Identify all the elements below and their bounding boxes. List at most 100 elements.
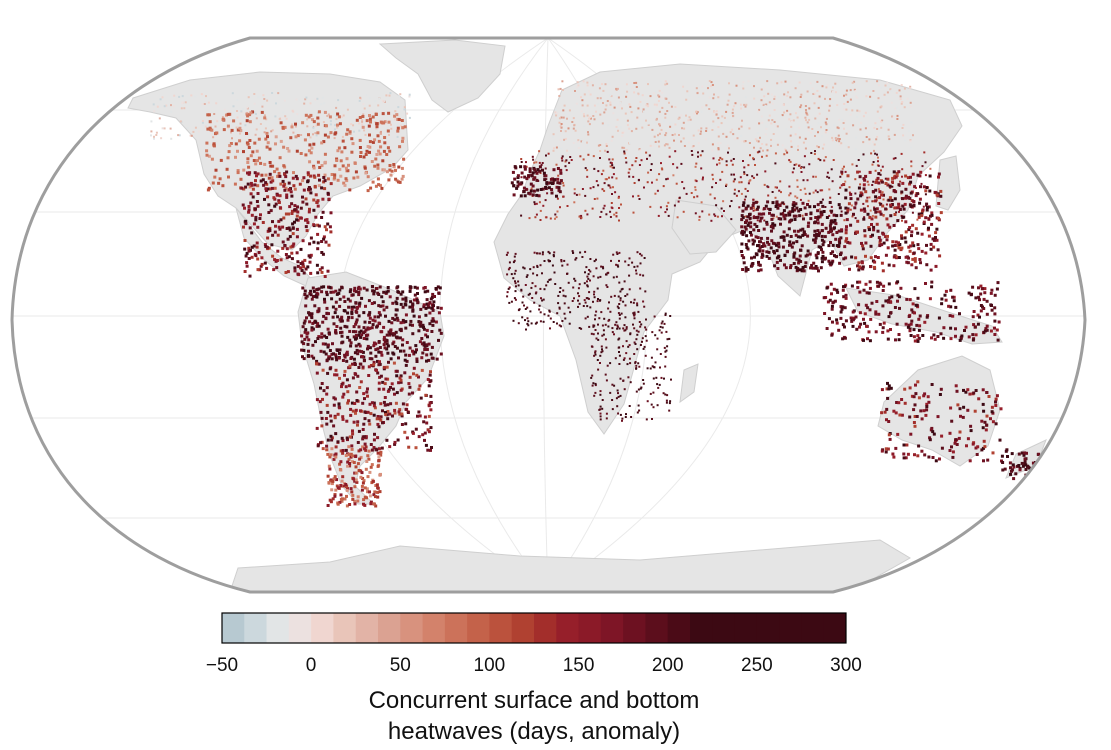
heatwave-cell bbox=[560, 260, 563, 263]
heatwave-cell bbox=[229, 120, 232, 123]
heatwave-cell bbox=[344, 166, 348, 170]
heatwave-cell bbox=[886, 300, 890, 304]
heatwave-cell bbox=[817, 269, 820, 273]
heatwave-cell bbox=[599, 390, 602, 393]
heatwave-cell bbox=[821, 204, 825, 208]
heatwave-cell bbox=[418, 414, 422, 418]
heatwave-cell bbox=[804, 212, 808, 216]
heatwave-cell bbox=[814, 189, 817, 192]
landmass-africa-eurasia bbox=[493, 63, 963, 435]
heatwave-cell bbox=[583, 299, 586, 302]
heatwave-cell bbox=[578, 295, 581, 298]
heatwave-cell bbox=[263, 162, 267, 166]
heatwave-cell bbox=[912, 244, 916, 248]
heatwave-cell bbox=[883, 410, 887, 414]
heatwave-cell bbox=[864, 241, 868, 245]
heatwave-cell bbox=[295, 235, 299, 239]
heatwave-cell bbox=[368, 316, 372, 320]
heatwave-cell bbox=[858, 170, 861, 173]
heatwave-cell bbox=[911, 172, 915, 176]
heatwave-cell bbox=[565, 169, 568, 172]
heatwave-cell bbox=[351, 409, 355, 413]
heatwave-cell bbox=[700, 201, 703, 204]
heatwave-cell bbox=[343, 183, 347, 187]
heatwave-cell bbox=[338, 111, 341, 114]
heatwave-cell bbox=[1046, 472, 1050, 476]
heatwave-cell bbox=[295, 98, 298, 101]
heatwave-cell bbox=[588, 325, 591, 328]
heatwave-cell bbox=[555, 216, 558, 219]
heatwave-cell bbox=[414, 446, 418, 450]
heatwave-cell bbox=[316, 131, 320, 135]
heatwave-cell bbox=[386, 344, 390, 348]
heatwave-cell bbox=[805, 119, 807, 122]
heatwave-cell bbox=[970, 292, 973, 296]
heatwave-cell bbox=[242, 150, 245, 154]
heatwave-cell bbox=[739, 103, 742, 106]
heatwave-cell bbox=[882, 232, 886, 236]
heatwave-cell bbox=[329, 230, 333, 234]
heatwave-cell bbox=[536, 266, 539, 268]
heatwave-cell bbox=[892, 116, 895, 119]
heatwave-cell bbox=[349, 288, 353, 292]
heatwave-cell bbox=[618, 259, 620, 262]
heatwave-cell bbox=[962, 388, 965, 392]
heatwave-cell bbox=[358, 386, 362, 389]
heatwave-cell bbox=[681, 181, 684, 183]
heatwave-cell bbox=[214, 125, 217, 128]
heatwave-cell bbox=[316, 322, 320, 326]
heatwave-cell bbox=[538, 169, 542, 173]
heatwave-cell bbox=[793, 218, 797, 221]
heatwave-cell bbox=[765, 143, 768, 146]
heatwave-cell bbox=[204, 125, 207, 128]
heatwave-cell bbox=[605, 412, 608, 415]
heatwave-cell bbox=[876, 210, 879, 213]
heatwave-cell bbox=[638, 365, 641, 368]
heatwave-cell bbox=[234, 142, 238, 146]
heatwave-cell bbox=[430, 319, 434, 323]
heatwave-cell bbox=[919, 170, 923, 174]
heatwave-cell bbox=[829, 196, 832, 199]
heatwave-cell bbox=[670, 378, 672, 381]
heatwave-cell bbox=[560, 126, 563, 129]
heatwave-cell bbox=[368, 346, 372, 350]
heatwave-cell bbox=[979, 284, 983, 288]
heatwave-cell bbox=[372, 360, 376, 364]
heatwave-cell bbox=[370, 463, 374, 467]
heatwave-cell bbox=[806, 121, 809, 124]
heatwave-cell bbox=[206, 127, 210, 131]
heatwave-cell bbox=[868, 308, 872, 312]
heatwave-cell bbox=[711, 149, 714, 152]
heatwave-cell bbox=[367, 365, 371, 369]
heatwave-cell bbox=[832, 159, 835, 161]
heatwave-cell bbox=[752, 201, 756, 205]
heatwave-cell bbox=[621, 135, 624, 137]
heatwave-cell bbox=[369, 351, 373, 355]
heatwave-cell bbox=[666, 82, 669, 85]
heatwave-cell bbox=[758, 122, 761, 125]
heatwave-cell bbox=[536, 264, 539, 267]
heatwave-cell bbox=[868, 138, 871, 141]
heatwave-cell bbox=[916, 192, 920, 196]
heatwave-cell bbox=[870, 223, 873, 226]
heatwave-cell bbox=[523, 304, 525, 307]
heatwave-cell bbox=[618, 354, 621, 357]
heatwave-cell bbox=[320, 440, 324, 444]
heatwave-cell bbox=[663, 322, 666, 325]
heatwave-cell bbox=[336, 123, 339, 127]
heatwave-cell bbox=[842, 257, 846, 261]
heatwave-cell bbox=[867, 183, 870, 186]
heatwave-cell bbox=[316, 444, 320, 448]
heatwave-cell bbox=[381, 409, 384, 413]
heatwave-cell bbox=[980, 419, 984, 423]
heatwave-cell bbox=[359, 475, 363, 479]
heatwave-cell bbox=[314, 132, 317, 135]
heatwave-cell bbox=[843, 94, 845, 97]
heatwave-cell bbox=[861, 265, 865, 269]
heatwave-cell bbox=[631, 164, 634, 167]
heatwave-cell bbox=[319, 386, 322, 390]
heatwave-cell bbox=[553, 147, 555, 150]
heatwave-cell bbox=[312, 126, 315, 129]
heatwave-cell bbox=[320, 335, 324, 339]
heatwave-cell bbox=[425, 359, 428, 363]
